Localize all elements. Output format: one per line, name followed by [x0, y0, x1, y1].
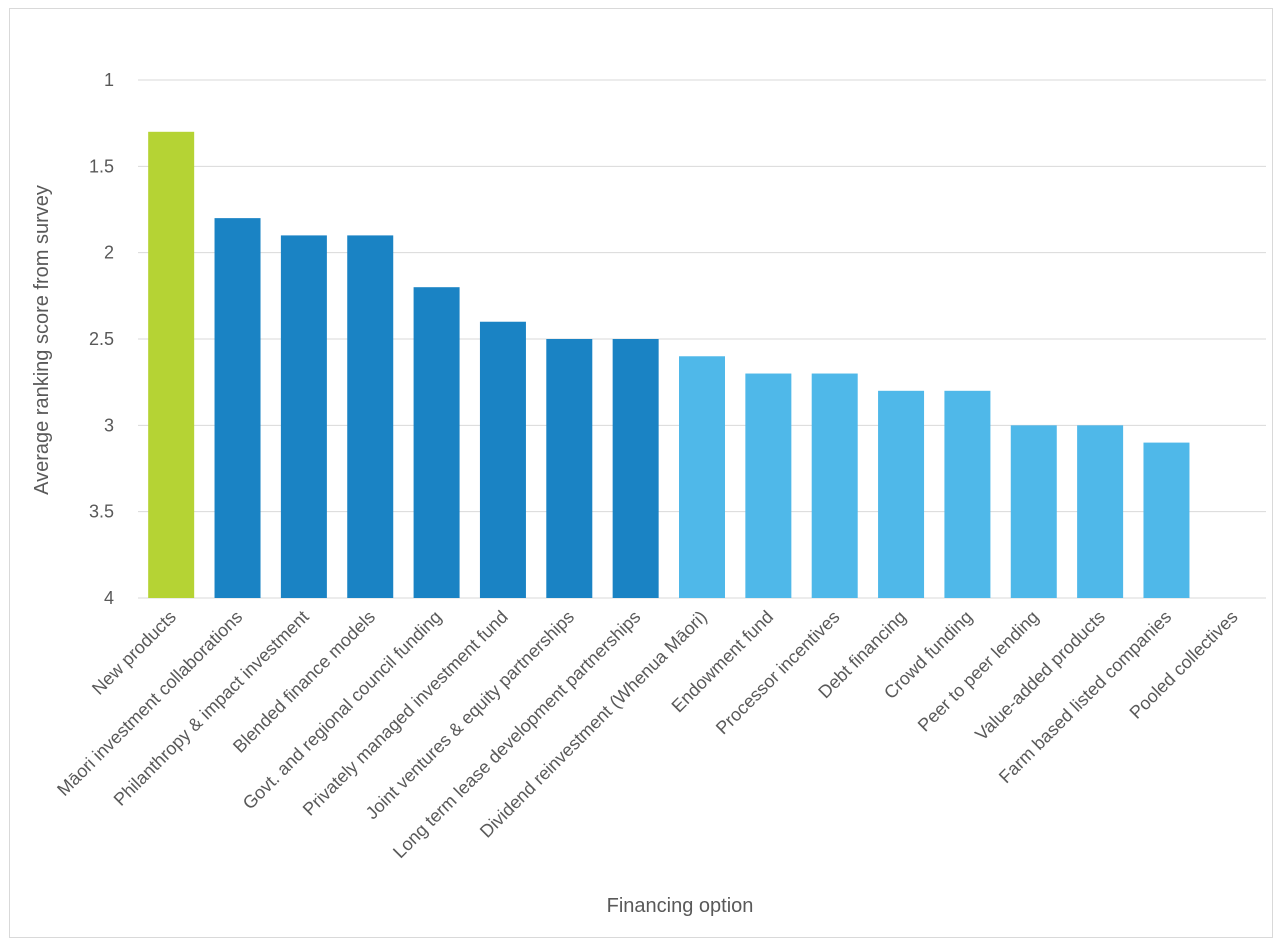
bars — [148, 131, 1190, 599]
bar — [612, 339, 659, 598]
bar — [878, 390, 925, 598]
y-tick-label: 2 — [104, 243, 114, 263]
y-tick-label: 4 — [104, 588, 114, 608]
x-tick-label: Processor incentives — [712, 607, 844, 739]
bar — [1010, 425, 1057, 598]
bar — [280, 235, 327, 598]
y-axis-title: Average ranking score from survey — [31, 185, 53, 495]
y-axis-tick-labels: 1 1.5 2 2.5 3 3.5 4 — [89, 70, 114, 608]
y-tick-label: 3 — [104, 415, 114, 435]
y-tick-label: 2.5 — [89, 329, 114, 349]
x-tick-label: Dividend reinvestment (Whenua Māori) — [476, 607, 711, 842]
bar — [148, 131, 195, 599]
bar — [479, 321, 526, 598]
x-tick-label: Long term lease development partnerships — [389, 607, 644, 862]
bar — [214, 218, 261, 598]
x-tick-label: Value-added products — [971, 607, 1109, 745]
y-tick-label: 3.5 — [89, 502, 114, 522]
x-tick-label: Peer to peer lending — [914, 607, 1043, 736]
bar — [413, 287, 460, 598]
x-axis-title: Financing option — [607, 895, 754, 917]
y-tick-label: 1.5 — [89, 156, 114, 176]
bar — [347, 235, 394, 598]
bar — [811, 373, 858, 598]
bar — [546, 339, 593, 598]
bar — [1077, 425, 1124, 598]
bar — [679, 356, 725, 598]
chart-frame — [9, 8, 1273, 938]
bar — [745, 373, 792, 598]
bar — [1143, 442, 1190, 598]
y-tick-label: 1 — [104, 70, 114, 90]
bar — [944, 390, 991, 598]
